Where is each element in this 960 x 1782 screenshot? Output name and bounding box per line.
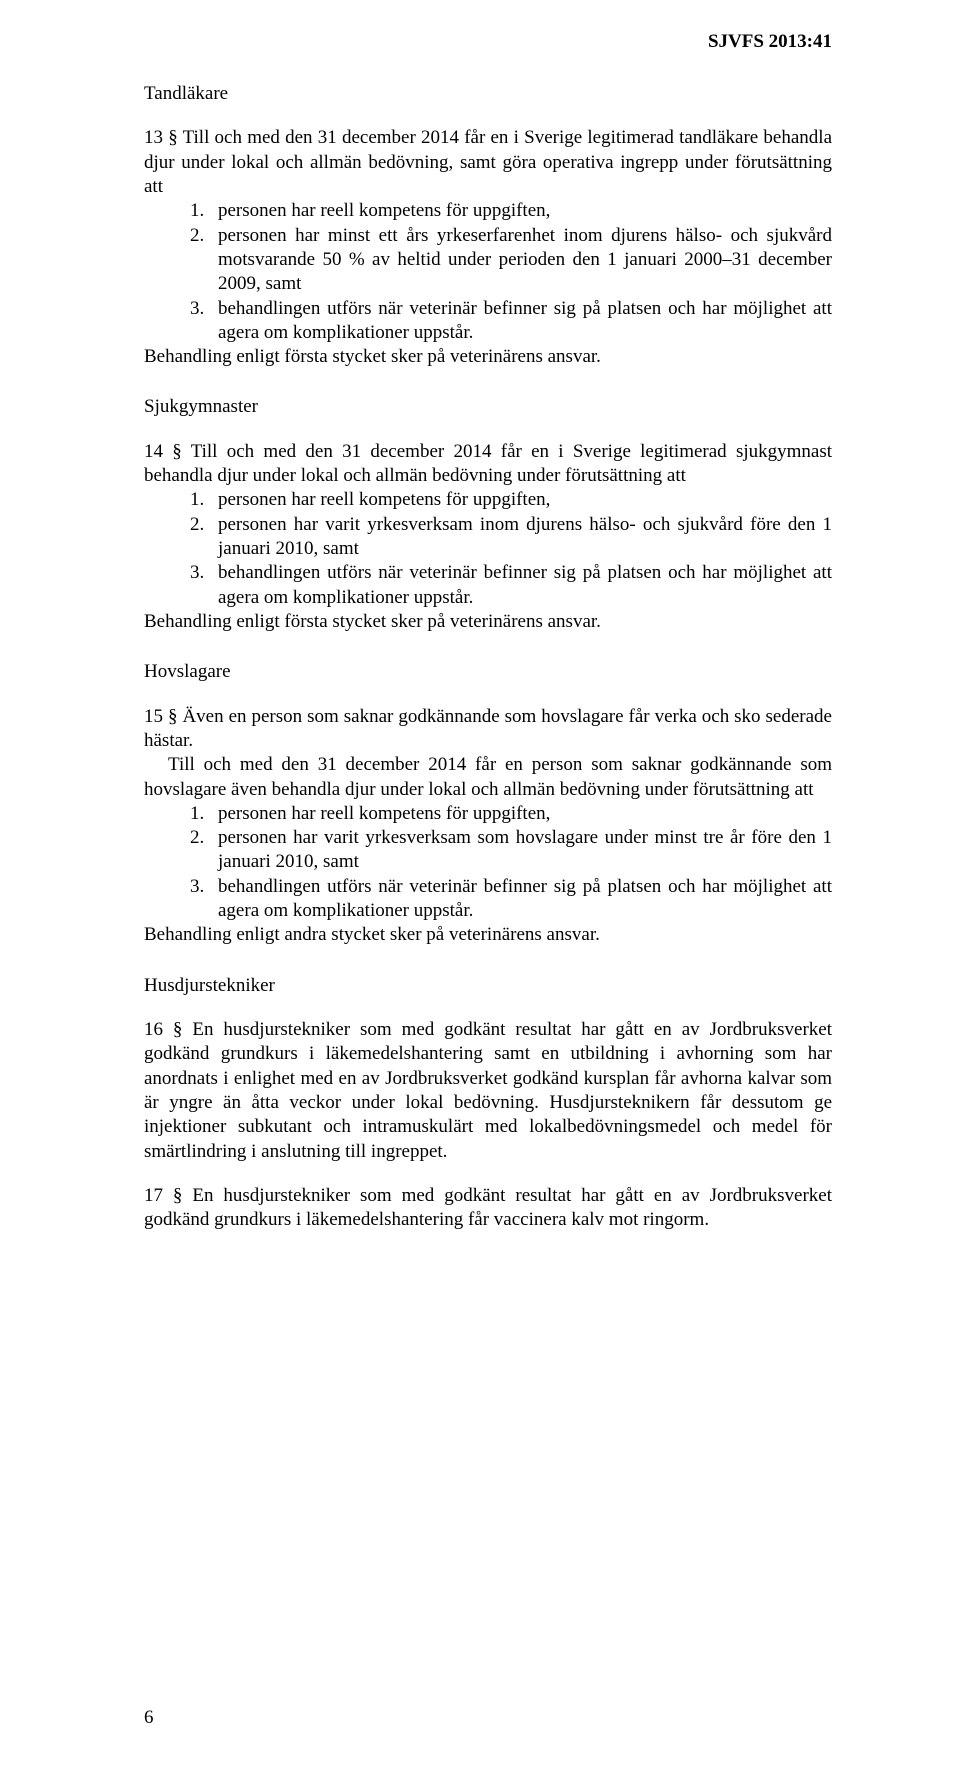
list-item-number: 1. (190, 199, 210, 223)
list-item-text: behandlingen utförs när veterinär befinn… (218, 297, 832, 346)
page-number: 6 (144, 1706, 154, 1730)
list-item-number: 3. (190, 875, 210, 924)
para-14-intro: 14 § Till och med den 31 december 2014 f… (144, 440, 832, 489)
list-item-text: personen har reell kompetens för uppgift… (218, 802, 832, 826)
list-item: 2. personen har minst ett års yrkeserfar… (190, 224, 832, 297)
para-14-closing: Behandling enligt första stycket sker på… (144, 610, 832, 634)
list-item-text: personen har reell kompetens för uppgift… (218, 488, 832, 512)
list-item-number: 2. (190, 513, 210, 562)
document-reference: SJVFS 2013:41 (708, 30, 832, 54)
list-item: 2. personen har varit yrkesverksam som h… (190, 826, 832, 875)
list-item-text: behandlingen utförs när veterinär befinn… (218, 875, 832, 924)
para-15-intro2: Till och med den 31 december 2014 får en… (144, 753, 832, 802)
list-item-text: personen har minst ett års yrkeserfarenh… (218, 224, 832, 297)
list-item: 1. personen har reell kompetens för uppg… (190, 488, 832, 512)
para-15-closing: Behandling enligt andra stycket sker på … (144, 923, 832, 947)
para-17: 17 § En husdjurstekniker som med godkänt… (144, 1184, 832, 1233)
list-item-number: 3. (190, 297, 210, 346)
list-13: 1. personen har reell kompetens för uppg… (144, 199, 832, 345)
para-13-intro: 13 § Till och med den 31 december 2014 f… (144, 126, 832, 199)
list-item-number: 3. (190, 561, 210, 610)
list-item-text: personen har reell kompetens för uppgift… (218, 199, 832, 223)
list-item: 3. behandlingen utförs när veterinär bef… (190, 875, 832, 924)
list-15: 1. personen har reell kompetens för uppg… (144, 802, 832, 924)
list-item-number: 2. (190, 826, 210, 875)
list-item: 3. behandlingen utförs när veterinär bef… (190, 561, 832, 610)
list-item-number: 1. (190, 802, 210, 826)
list-item-text: personen har varit yrkesverksam inom dju… (218, 513, 832, 562)
list-item-number: 1. (190, 488, 210, 512)
list-item: 1. personen har reell kompetens för uppg… (190, 199, 832, 223)
para-13-closing: Behandling enligt första stycket sker på… (144, 345, 832, 369)
heading-tandlakare: Tandläkare (144, 82, 832, 106)
list-item-text: personen har varit yrkesverksam som hovs… (218, 826, 832, 875)
list-item: 1. personen har reell kompetens för uppg… (190, 802, 832, 826)
heading-hovslagare: Hovslagare (144, 660, 832, 684)
para-15-intro1: 15 § Även en person som saknar godkännan… (144, 705, 832, 754)
list-14: 1. personen har reell kompetens för uppg… (144, 488, 832, 610)
list-item-number: 2. (190, 224, 210, 297)
list-item: 3. behandlingen utförs när veterinär bef… (190, 297, 832, 346)
list-item-text: behandlingen utförs när veterinär befinn… (218, 561, 832, 610)
heading-sjukgymnaster: Sjukgymnaster (144, 395, 832, 419)
para-16: 16 § En husdjurstekniker som med godkänt… (144, 1018, 832, 1164)
list-item: 2. personen har varit yrkesverksam inom … (190, 513, 832, 562)
heading-husdjurstekniker: Husdjurstekniker (144, 974, 832, 998)
